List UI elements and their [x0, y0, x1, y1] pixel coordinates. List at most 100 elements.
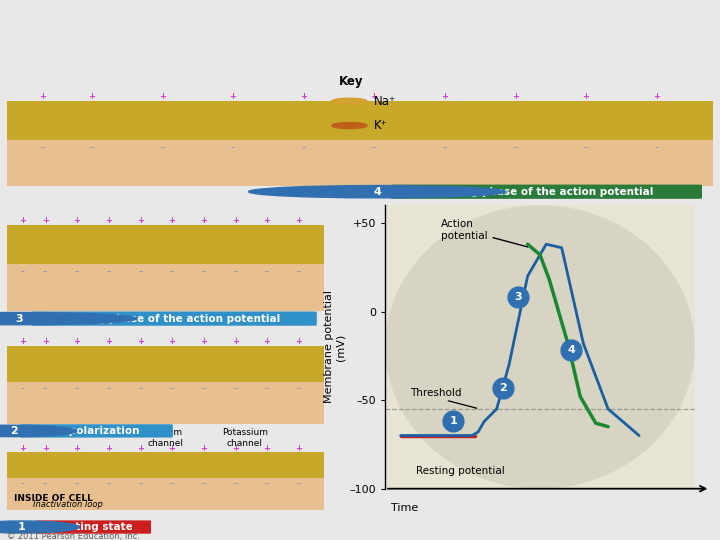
Text: +: + — [105, 216, 112, 225]
Text: Falling phase of the action potential: Falling phase of the action potential — [439, 187, 654, 197]
Text: +: + — [232, 338, 239, 347]
Text: 4: 4 — [567, 346, 575, 355]
Bar — [7, 451, 324, 478]
Text: +: + — [19, 216, 27, 225]
Text: Rising phase of the action potential: Rising phase of the action potential — [68, 314, 280, 323]
Text: +: + — [232, 444, 239, 453]
Text: –: – — [265, 267, 269, 276]
Text: © 2011 Pearson Education, Inc.: © 2011 Pearson Education, Inc. — [7, 532, 140, 540]
Text: +: + — [39, 92, 46, 101]
Text: +: + — [295, 444, 302, 453]
Text: –: – — [513, 143, 518, 152]
Text: –: – — [443, 143, 447, 152]
Text: –: – — [170, 384, 174, 393]
Circle shape — [332, 98, 367, 104]
Text: –: – — [1, 521, 8, 534]
Text: +: + — [200, 444, 207, 453]
Text: –: – — [75, 479, 79, 488]
Text: –: – — [654, 143, 659, 152]
Text: +: + — [73, 444, 81, 453]
Text: –: – — [233, 267, 238, 276]
Text: 2: 2 — [10, 426, 18, 436]
Text: –: – — [138, 267, 143, 276]
Text: –: – — [161, 143, 165, 152]
Text: –: – — [584, 143, 588, 152]
Text: +: + — [105, 338, 112, 347]
Text: –: – — [21, 384, 25, 393]
Text: +: + — [73, 338, 81, 347]
Text: –: – — [107, 267, 111, 276]
Text: +: + — [264, 444, 271, 453]
Text: +: + — [168, 216, 176, 225]
Text: +: + — [42, 338, 49, 347]
Text: +: + — [137, 216, 144, 225]
Circle shape — [0, 521, 79, 533]
Text: –: – — [170, 267, 174, 276]
Text: –: – — [202, 267, 206, 276]
FancyBboxPatch shape — [32, 312, 317, 326]
Text: Threshold: Threshold — [410, 388, 462, 398]
Text: Time: Time — [392, 503, 418, 513]
Text: 4: 4 — [373, 187, 381, 197]
Text: –: – — [40, 143, 45, 152]
Text: +: + — [200, 338, 207, 347]
Text: +: + — [295, 216, 302, 225]
Text: –: – — [107, 384, 111, 393]
Text: –: – — [233, 479, 238, 488]
Text: 1: 1 — [18, 522, 25, 532]
Text: –: – — [302, 143, 306, 152]
Text: 3: 3 — [16, 314, 23, 323]
Text: +: + — [441, 92, 448, 101]
Text: +: + — [168, 338, 176, 347]
Text: Na⁺: Na⁺ — [374, 94, 396, 108]
Bar — [7, 264, 324, 310]
Text: –: – — [21, 479, 25, 488]
Circle shape — [0, 313, 138, 325]
Text: –: – — [75, 384, 79, 393]
Text: –: – — [138, 384, 143, 393]
Text: Resting state: Resting state — [54, 522, 133, 532]
Text: Depolarization: Depolarization — [53, 426, 140, 436]
Text: –: – — [107, 479, 111, 488]
Text: Sodium
channel: Sodium channel — [148, 428, 184, 448]
Text: Inactivation loop: Inactivation loop — [32, 500, 102, 509]
Text: +: + — [137, 444, 144, 453]
Text: –: – — [202, 479, 206, 488]
Text: +: + — [371, 92, 377, 101]
Text: +: + — [105, 444, 112, 453]
Text: –: – — [75, 267, 79, 276]
Circle shape — [248, 186, 505, 198]
Text: +: + — [230, 92, 236, 101]
Text: +: + — [73, 216, 81, 225]
Text: –: – — [43, 479, 48, 488]
Text: +: + — [300, 92, 307, 101]
Bar — [7, 478, 324, 510]
Y-axis label: Membrane potential
(mV): Membrane potential (mV) — [324, 291, 346, 403]
Text: 2: 2 — [499, 383, 507, 393]
Text: +: + — [42, 444, 49, 453]
Text: –: – — [202, 384, 206, 393]
Text: Resting potential: Resting potential — [416, 466, 505, 476]
Text: +: + — [137, 338, 144, 347]
FancyBboxPatch shape — [20, 424, 173, 437]
Bar — [7, 382, 324, 424]
Text: +: + — [582, 92, 589, 101]
Text: +: + — [264, 338, 271, 347]
Text: +: + — [264, 216, 271, 225]
Text: Potassium
channel: Potassium channel — [222, 428, 268, 448]
Text: –: – — [265, 479, 269, 488]
Text: +: + — [19, 338, 27, 347]
Text: INSIDE OF CELL: INSIDE OF CELL — [14, 494, 92, 503]
Text: –: – — [43, 267, 48, 276]
Bar — [7, 226, 324, 264]
Text: +: + — [200, 216, 207, 225]
Text: –: – — [21, 267, 25, 276]
Text: +: + — [89, 92, 95, 101]
Circle shape — [0, 425, 77, 437]
Text: –: – — [372, 143, 377, 152]
Text: 3: 3 — [515, 292, 522, 302]
Text: +: + — [19, 444, 27, 453]
Text: –: – — [297, 479, 301, 488]
FancyBboxPatch shape — [391, 185, 702, 199]
FancyBboxPatch shape — [36, 521, 151, 534]
